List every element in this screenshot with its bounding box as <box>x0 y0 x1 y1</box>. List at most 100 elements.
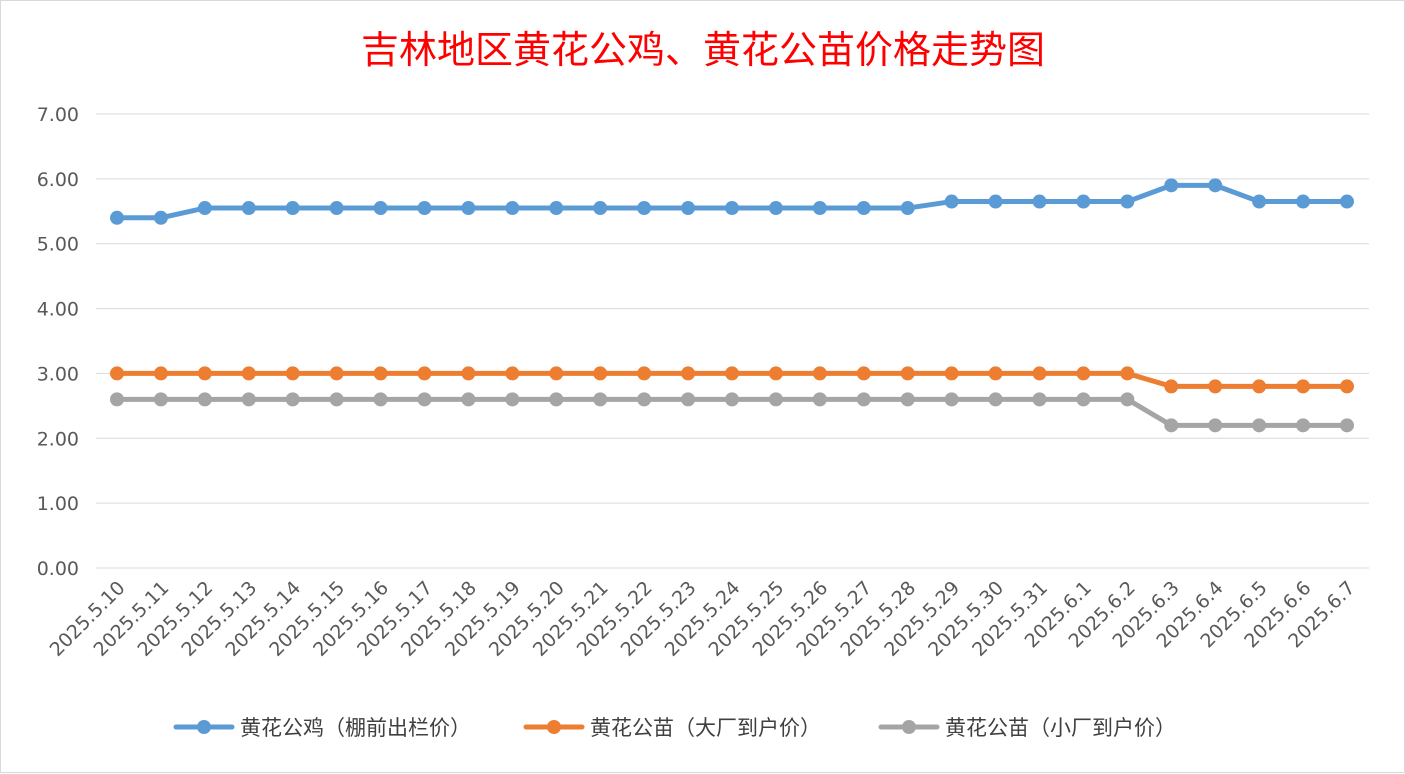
data-point <box>110 210 124 225</box>
data-point <box>285 366 300 381</box>
data-point <box>1076 366 1091 381</box>
y-tick-label: 7.00 <box>37 104 79 126</box>
data-point <box>461 201 476 216</box>
data-point <box>1296 379 1311 394</box>
data-point <box>768 392 783 407</box>
data-point <box>768 366 783 381</box>
series-lines <box>110 178 1354 433</box>
data-point <box>373 392 388 407</box>
data-point <box>197 201 212 216</box>
legend-swatch-marker <box>197 720 211 734</box>
data-point <box>1340 194 1354 209</box>
y-tick-label: 3.00 <box>37 363 79 385</box>
data-point <box>681 201 696 216</box>
legend-label: 黄花公苗（小厂到户价） <box>945 716 1176 740</box>
data-point <box>1252 194 1267 209</box>
data-point <box>1032 366 1047 381</box>
data-point <box>285 201 300 216</box>
y-tick-label: 0.00 <box>37 558 79 580</box>
data-point <box>725 201 739 216</box>
data-point <box>1296 418 1311 433</box>
data-point <box>725 366 739 381</box>
data-point <box>153 210 168 225</box>
data-point <box>944 194 959 209</box>
data-point <box>110 392 124 407</box>
data-point <box>1076 392 1091 407</box>
legend-item: 黄花公苗（大厂到户价） <box>523 716 821 740</box>
y-tick-label: 1.00 <box>37 493 79 515</box>
data-point <box>1296 194 1311 209</box>
data-point <box>1252 418 1267 433</box>
data-point <box>1208 418 1223 433</box>
data-point <box>900 392 915 407</box>
data-point <box>1032 194 1047 209</box>
data-point <box>505 392 520 407</box>
data-point <box>1120 366 1135 381</box>
data-point <box>1252 379 1267 394</box>
legend-swatch-marker <box>902 720 916 734</box>
data-point <box>373 201 388 216</box>
data-point <box>768 201 783 216</box>
data-point <box>505 366 520 381</box>
data-point <box>856 201 871 216</box>
y-axis-ticks: 0.00 1.00 2.00 3.00 4.00 5.00 6.00 7.00 <box>37 104 79 580</box>
data-point <box>329 201 344 216</box>
data-point <box>549 366 564 381</box>
y-tick-label: 5.00 <box>37 234 79 256</box>
data-point <box>900 201 915 216</box>
data-point <box>988 366 1003 381</box>
data-point <box>1164 418 1179 433</box>
y-tick-label: 4.00 <box>37 299 79 321</box>
y-tick-label: 2.00 <box>37 428 79 450</box>
legend-swatch-marker <box>547 720 561 734</box>
data-point <box>241 366 256 381</box>
legend-item: 黄花公苗（小厂到户价） <box>878 716 1176 740</box>
data-point <box>197 392 212 407</box>
data-point <box>1340 379 1354 394</box>
data-point <box>461 392 476 407</box>
x-axis-ticks: 2025.5.102025.5.112025.5.122025.5.132025… <box>46 577 1360 661</box>
data-point <box>1208 379 1223 394</box>
series-1 <box>110 178 1354 225</box>
data-point <box>329 366 344 381</box>
data-point <box>549 392 564 407</box>
data-point <box>637 392 652 407</box>
data-point <box>681 392 696 407</box>
data-point <box>1120 194 1135 209</box>
series-3 <box>110 392 1354 433</box>
data-point <box>944 392 959 407</box>
data-point <box>1164 379 1179 394</box>
data-point <box>988 392 1003 407</box>
data-point <box>1164 178 1179 193</box>
data-point <box>329 392 344 407</box>
data-point <box>637 201 652 216</box>
data-point <box>241 201 256 216</box>
gridlines <box>96 113 1369 569</box>
data-point <box>988 194 1003 209</box>
data-point <box>1120 392 1135 407</box>
legend-item: 黄花公鸡（棚前出栏价） <box>173 716 471 740</box>
data-point <box>110 366 124 381</box>
legend-label: 黄花公苗（大厂到户价） <box>590 716 821 740</box>
data-point <box>856 392 871 407</box>
chart-title: 吉林地区黄花公鸡、黄花公苗价格走势图 <box>361 28 1045 72</box>
data-point <box>461 366 476 381</box>
data-point <box>549 201 564 216</box>
data-point <box>241 392 256 407</box>
data-point <box>681 366 696 381</box>
data-point <box>900 366 915 381</box>
data-point <box>285 392 300 407</box>
data-point <box>417 366 432 381</box>
data-point <box>1208 178 1223 193</box>
data-point <box>1032 392 1047 407</box>
legend: 黄花公鸡（棚前出栏价） 黄花公苗（大厂到户价） 黄花公苗（小厂到户价） <box>173 716 1176 740</box>
data-point <box>593 201 608 216</box>
data-point <box>417 392 432 407</box>
data-point <box>417 201 432 216</box>
legend-label: 黄花公鸡（棚前出栏价） <box>240 716 471 740</box>
data-point <box>812 201 827 216</box>
data-point <box>1076 194 1091 209</box>
data-point <box>856 366 871 381</box>
